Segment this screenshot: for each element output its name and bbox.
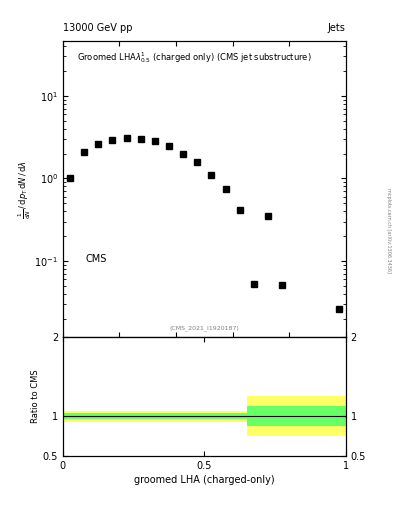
Text: mcplots.cern.ch [arXiv:1306.3436]: mcplots.cern.ch [arXiv:1306.3436] — [386, 188, 391, 273]
Bar — [63, 411, 247, 422]
X-axis label: groomed LHA (charged-only): groomed LHA (charged-only) — [134, 475, 275, 485]
Text: CMS: CMS — [86, 254, 107, 264]
Y-axis label: Ratio to CMS: Ratio to CMS — [31, 370, 40, 423]
Bar — [247, 396, 346, 436]
Bar — [63, 413, 247, 419]
Text: Groomed LHA$\lambda^{1}_{0.5}$ (charged only) (CMS jet substructure): Groomed LHA$\lambda^{1}_{0.5}$ (charged … — [77, 50, 312, 65]
Text: 13000 GeV pp: 13000 GeV pp — [63, 23, 132, 33]
Bar — [247, 407, 346, 426]
Text: (CMS_2021_I1920187): (CMS_2021_I1920187) — [169, 326, 239, 331]
Text: Jets: Jets — [328, 23, 346, 33]
Y-axis label: $\frac{1}{\mathrm{d}N}\,/\,\mathrm{d}p_{\mathrm{T}}\,\mathrm{d}N\,/\,\mathrm{d}\: $\frac{1}{\mathrm{d}N}\,/\,\mathrm{d}p_{… — [17, 160, 33, 219]
